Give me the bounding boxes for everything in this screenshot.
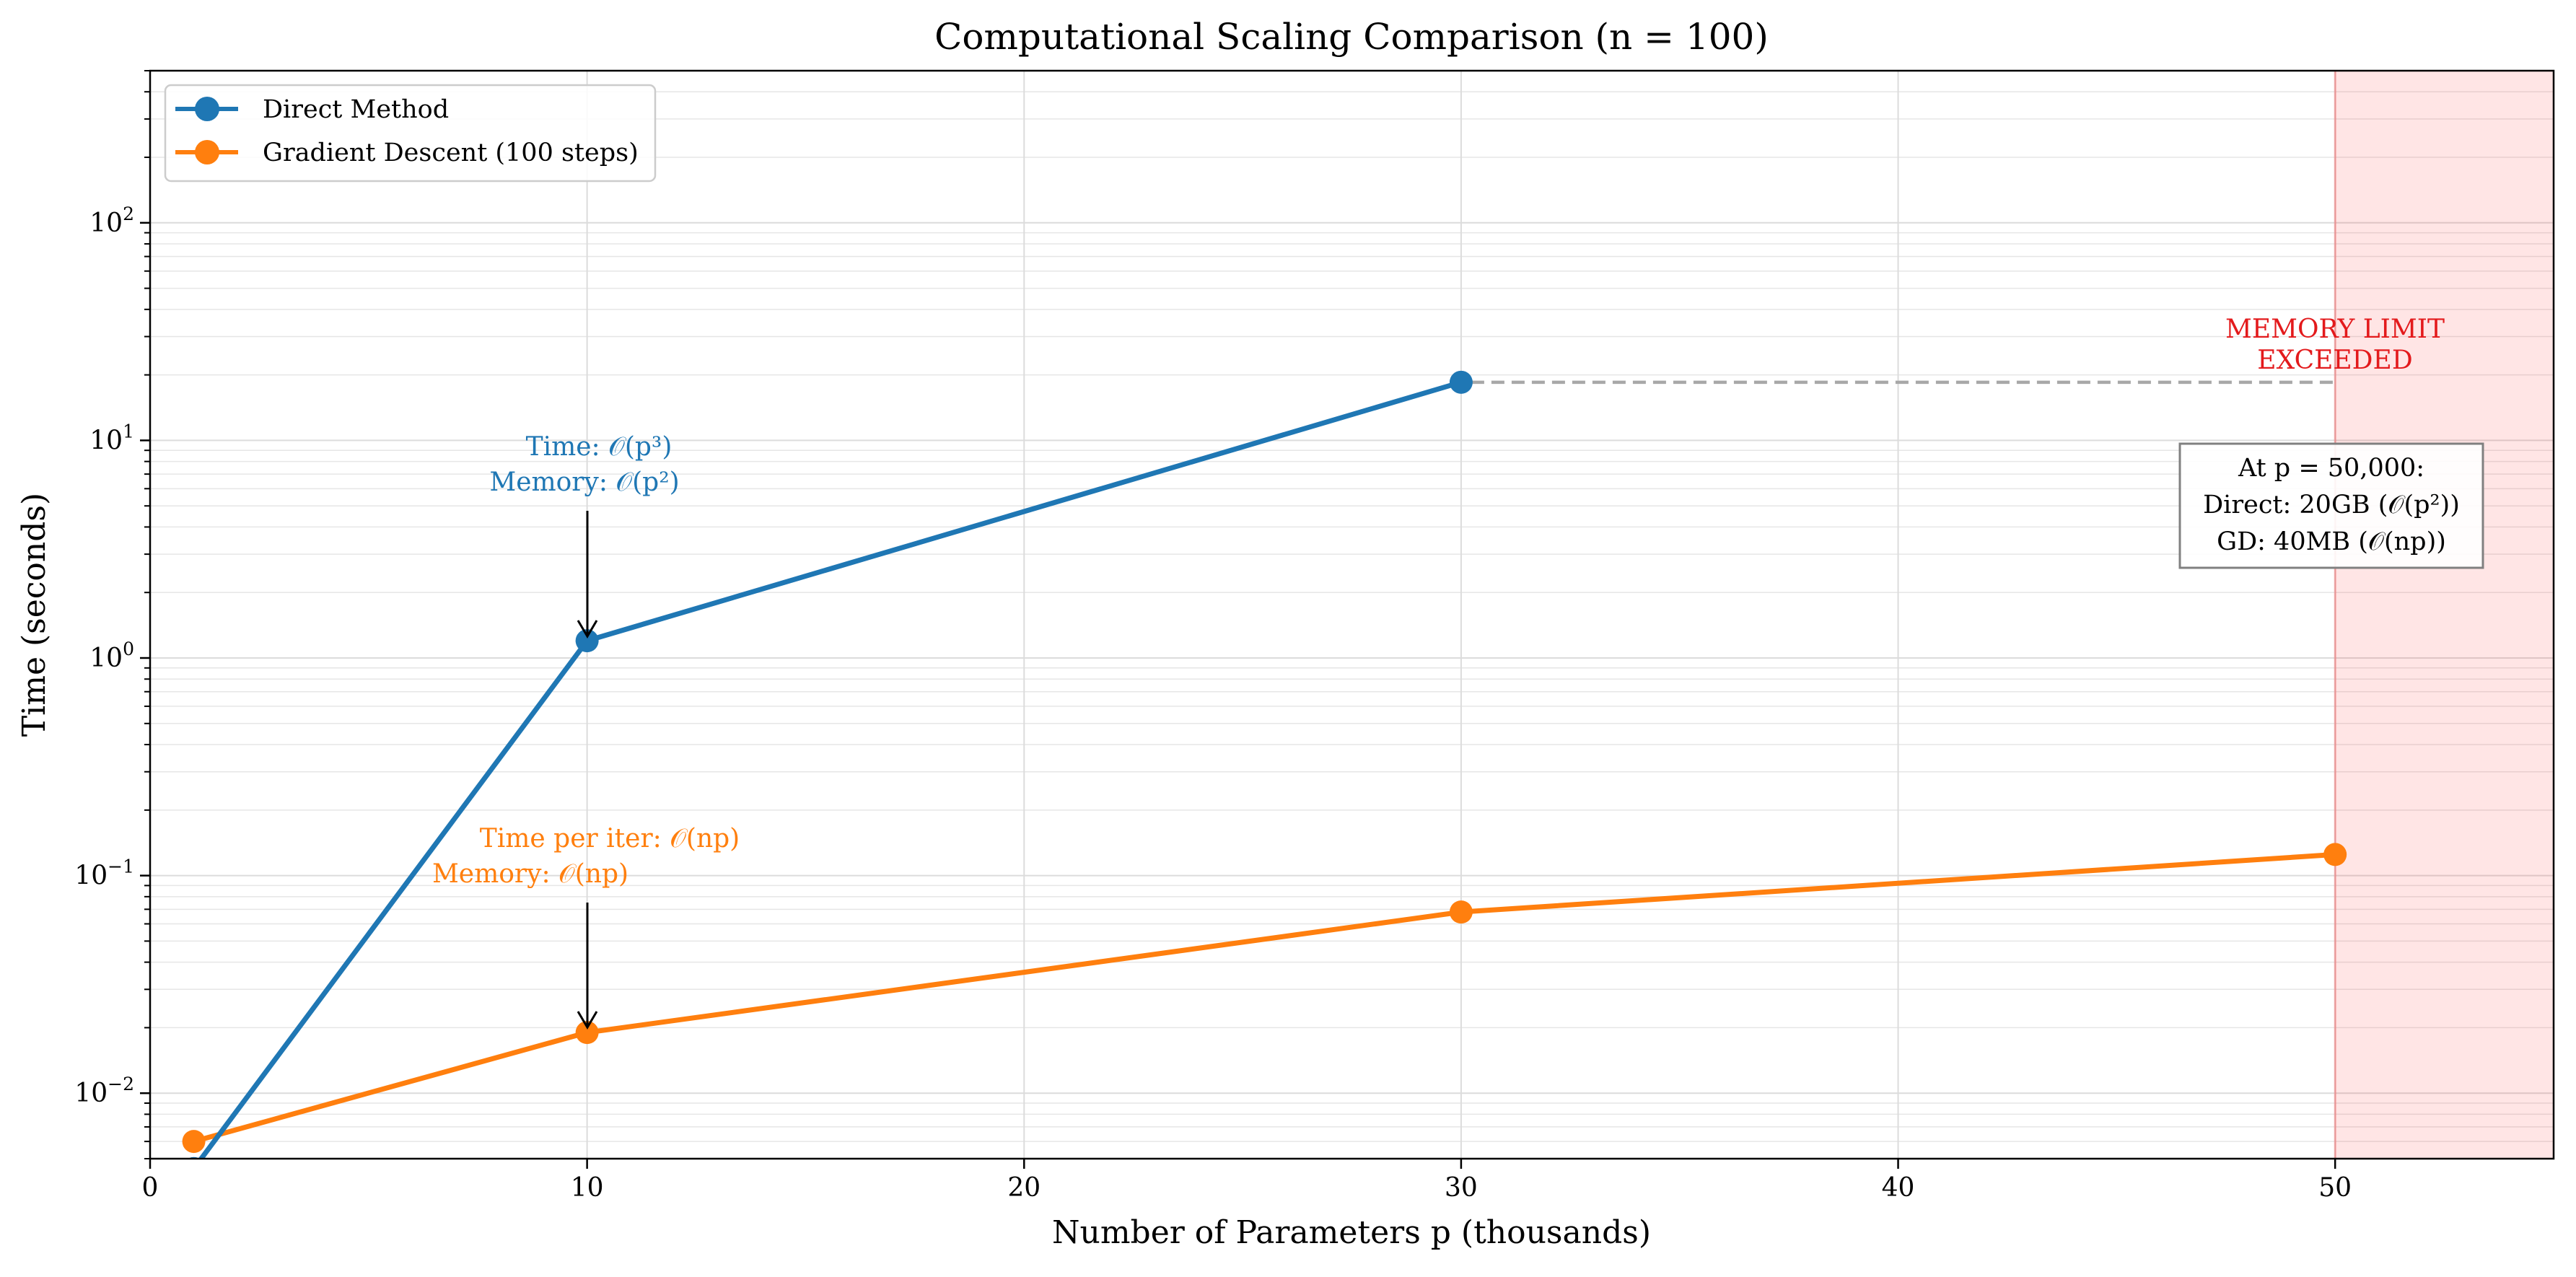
info-box <box>2178 442 2484 569</box>
memory-limit-label-line1: MEMORY LIMIT <box>2225 315 2445 344</box>
grid <box>149 70 2554 1159</box>
y-axis-label: Time (seconds) <box>16 493 53 737</box>
x-tick-label: 10 <box>571 1173 604 1203</box>
x-tick-label: 0 <box>142 1173 159 1203</box>
x-tick-label: 20 <box>1007 1173 1041 1203</box>
plot-frame <box>149 69 2555 1160</box>
gd-annotation-line2: Memory: 𝒪(np) <box>432 859 628 889</box>
data-point-gd <box>1449 900 1473 924</box>
y-tick-label: 10−1 <box>74 856 134 891</box>
legend-label-gd: Gradient Descent (100 steps) <box>263 139 639 167</box>
y-tick-label: 10−2 <box>74 1074 134 1108</box>
memory-limit-label-line2: EXCEEDED <box>2257 346 2412 375</box>
series-line-gd <box>193 851 2336 1144</box>
data-point-direct <box>1449 370 1473 394</box>
legend-marker-direct <box>195 97 219 121</box>
data-point-gd <box>575 1021 599 1045</box>
y-tick-label: 101 <box>89 421 134 455</box>
gd-annotation-line1: Time per iter: 𝒪(np) <box>480 824 740 853</box>
y-tick-label: 100 <box>89 638 134 673</box>
data-point-gd <box>182 1130 206 1154</box>
legend-label-direct: Direct Method <box>263 95 449 124</box>
memory-limit-shading <box>2335 71 2554 1159</box>
legend-box <box>164 84 657 183</box>
data-point-direct <box>575 629 599 653</box>
x-tick-label: 50 <box>2318 1173 2352 1203</box>
x-tick-label: 40 <box>1882 1173 1915 1203</box>
memory-limit-region <box>2334 71 2554 1159</box>
data-point-gd <box>2323 843 2347 866</box>
legend-marker-gd <box>195 140 219 164</box>
series-layer <box>182 370 2347 1159</box>
direct-annotation-line2: Memory: 𝒪(p²) <box>489 468 679 497</box>
x-axis-label: Number of Parameters p (thousands) <box>1052 1214 1651 1251</box>
x-tick-label: 30 <box>1445 1173 1478 1203</box>
info-box-line3: GD: 40MB (𝒪(np)) <box>2217 527 2446 556</box>
info-box-line2: Direct: 20GB (𝒪(p²)) <box>2203 491 2460 519</box>
info-box-line1: At p = 50,000: <box>2238 454 2424 483</box>
direct-annotation-line1: Time: 𝒪(p³) <box>526 432 673 462</box>
direct-annotation-arrowhead <box>577 620 598 638</box>
y-tick-label: 102 <box>89 203 134 238</box>
gd-annotation-arrowhead <box>577 1011 598 1030</box>
chart-title: Computational Scaling Comparison (n = 10… <box>934 16 1769 58</box>
